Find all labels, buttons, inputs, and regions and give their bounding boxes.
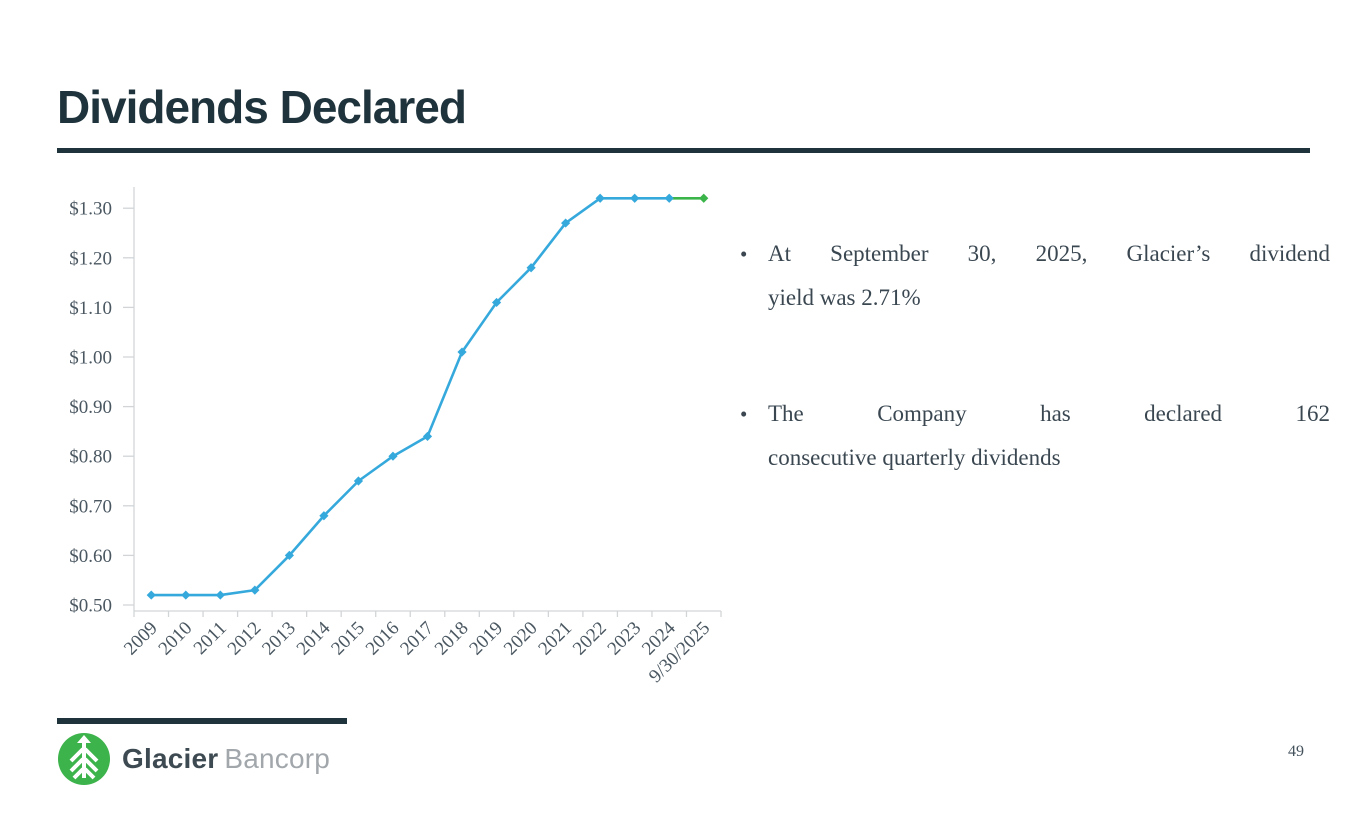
svg-text:2009: 2009 (120, 618, 162, 660)
svg-text:2020: 2020 (500, 618, 542, 660)
svg-text:2022: 2022 (569, 618, 611, 660)
data-point-marker (491, 297, 502, 308)
data-point-marker (215, 590, 225, 600)
data-point-markers (146, 193, 709, 600)
bullet-text: The Company has declared 162 consecutive … (768, 392, 1330, 480)
svg-text:2019: 2019 (465, 618, 507, 660)
data-point-marker (319, 511, 329, 521)
data-point-marker (181, 590, 191, 600)
line-chart: $0.50 $0.60 $0.70 $0.80 $0.90 $1.00 $1.10 $1.20… (69, 187, 722, 687)
data-point-marker (284, 550, 294, 560)
y-axis-labels: $0.50 $0.60 $0.70 $0.80 $0.90 $1.00 $1.10 $1.20… (69, 199, 112, 617)
svg-text:$1.20: $1.20 (69, 248, 112, 269)
title-underline (57, 148, 1310, 153)
svg-text:2012: 2012 (224, 618, 266, 660)
svg-text:2010: 2010 (155, 618, 197, 660)
data-point-marker (146, 590, 156, 600)
data-point-marker (422, 431, 433, 441)
svg-text:$1.10: $1.10 (69, 298, 112, 319)
bullet-dot-icon: • (740, 242, 748, 266)
svg-text:2016: 2016 (362, 618, 404, 660)
logo-text-glacier: Glacier (122, 743, 219, 774)
logo-text-bancorp: Bancorp (224, 743, 331, 774)
bullet-line: consecutive quarterly dividends (768, 445, 1061, 470)
data-point-marker (353, 476, 364, 486)
glacier-bancorp-logo: Glacier Bancorp (58, 733, 330, 785)
data-point-marker (388, 451, 398, 461)
dividends-line (151, 196, 670, 597)
page-number: 49 (1288, 743, 1304, 760)
svg-text:$1.00: $1.00 (69, 348, 112, 369)
bullet-item: • At September 30, 2025, Glacier’s divide… (740, 232, 1330, 320)
bullet-dot-icon: • (740, 402, 748, 426)
axes (123, 187, 722, 617)
svg-text:2017: 2017 (396, 618, 438, 660)
data-point-marker (664, 193, 674, 203)
data-point-marker (457, 347, 467, 357)
svg-text:2021: 2021 (534, 618, 576, 660)
bullet-text: At September 30, 2025, Glacier’s dividen… (768, 232, 1330, 320)
footer-accent-bar (57, 718, 347, 724)
x-axis-labels: 2009201020112012201320142015201620172018… (120, 617, 714, 687)
bullet-line: At September 30, 2025, Glacier’s dividen… (768, 241, 1330, 266)
bullet-list: • At September 30, 2025, Glacier’s divide… (740, 232, 1330, 480)
svg-text:2013: 2013 (258, 618, 300, 660)
svg-text:$0.60: $0.60 (69, 546, 112, 567)
svg-text:$0.50: $0.50 (69, 596, 112, 617)
dividends-declared-chart: $0.50 $0.60 $0.70 $0.80 $0.90 $1.00 $1.10 $1.20… (55, 175, 735, 725)
data-point-marker (595, 193, 605, 203)
bullet-line: The Company has declared 162 (768, 401, 1330, 426)
svg-text:2014: 2014 (293, 617, 335, 659)
svg-text:2023: 2023 (604, 618, 646, 660)
data-point-marker (699, 193, 709, 203)
svg-text:$0.90: $0.90 (69, 397, 112, 418)
svg-text:2015: 2015 (327, 618, 369, 660)
data-point-marker (630, 193, 640, 203)
logo-wordmark: Glacier Bancorp (122, 743, 330, 775)
svg-text:$0.80: $0.80 (69, 447, 112, 468)
svg-text:$0.70: $0.70 (69, 496, 112, 517)
svg-text:2011: 2011 (190, 618, 231, 659)
bullet-item: • The Company has declared 162 consecutive… (740, 392, 1330, 480)
svg-text:$1.30: $1.30 (69, 199, 112, 220)
svg-text:2018: 2018 (431, 618, 473, 660)
glacier-tree-icon (58, 733, 110, 785)
data-point-marker (561, 218, 571, 228)
bullet-line: yield was 2.71% (768, 285, 921, 310)
page-title: Dividends Declared (57, 81, 467, 133)
data-point-marker (526, 263, 536, 273)
